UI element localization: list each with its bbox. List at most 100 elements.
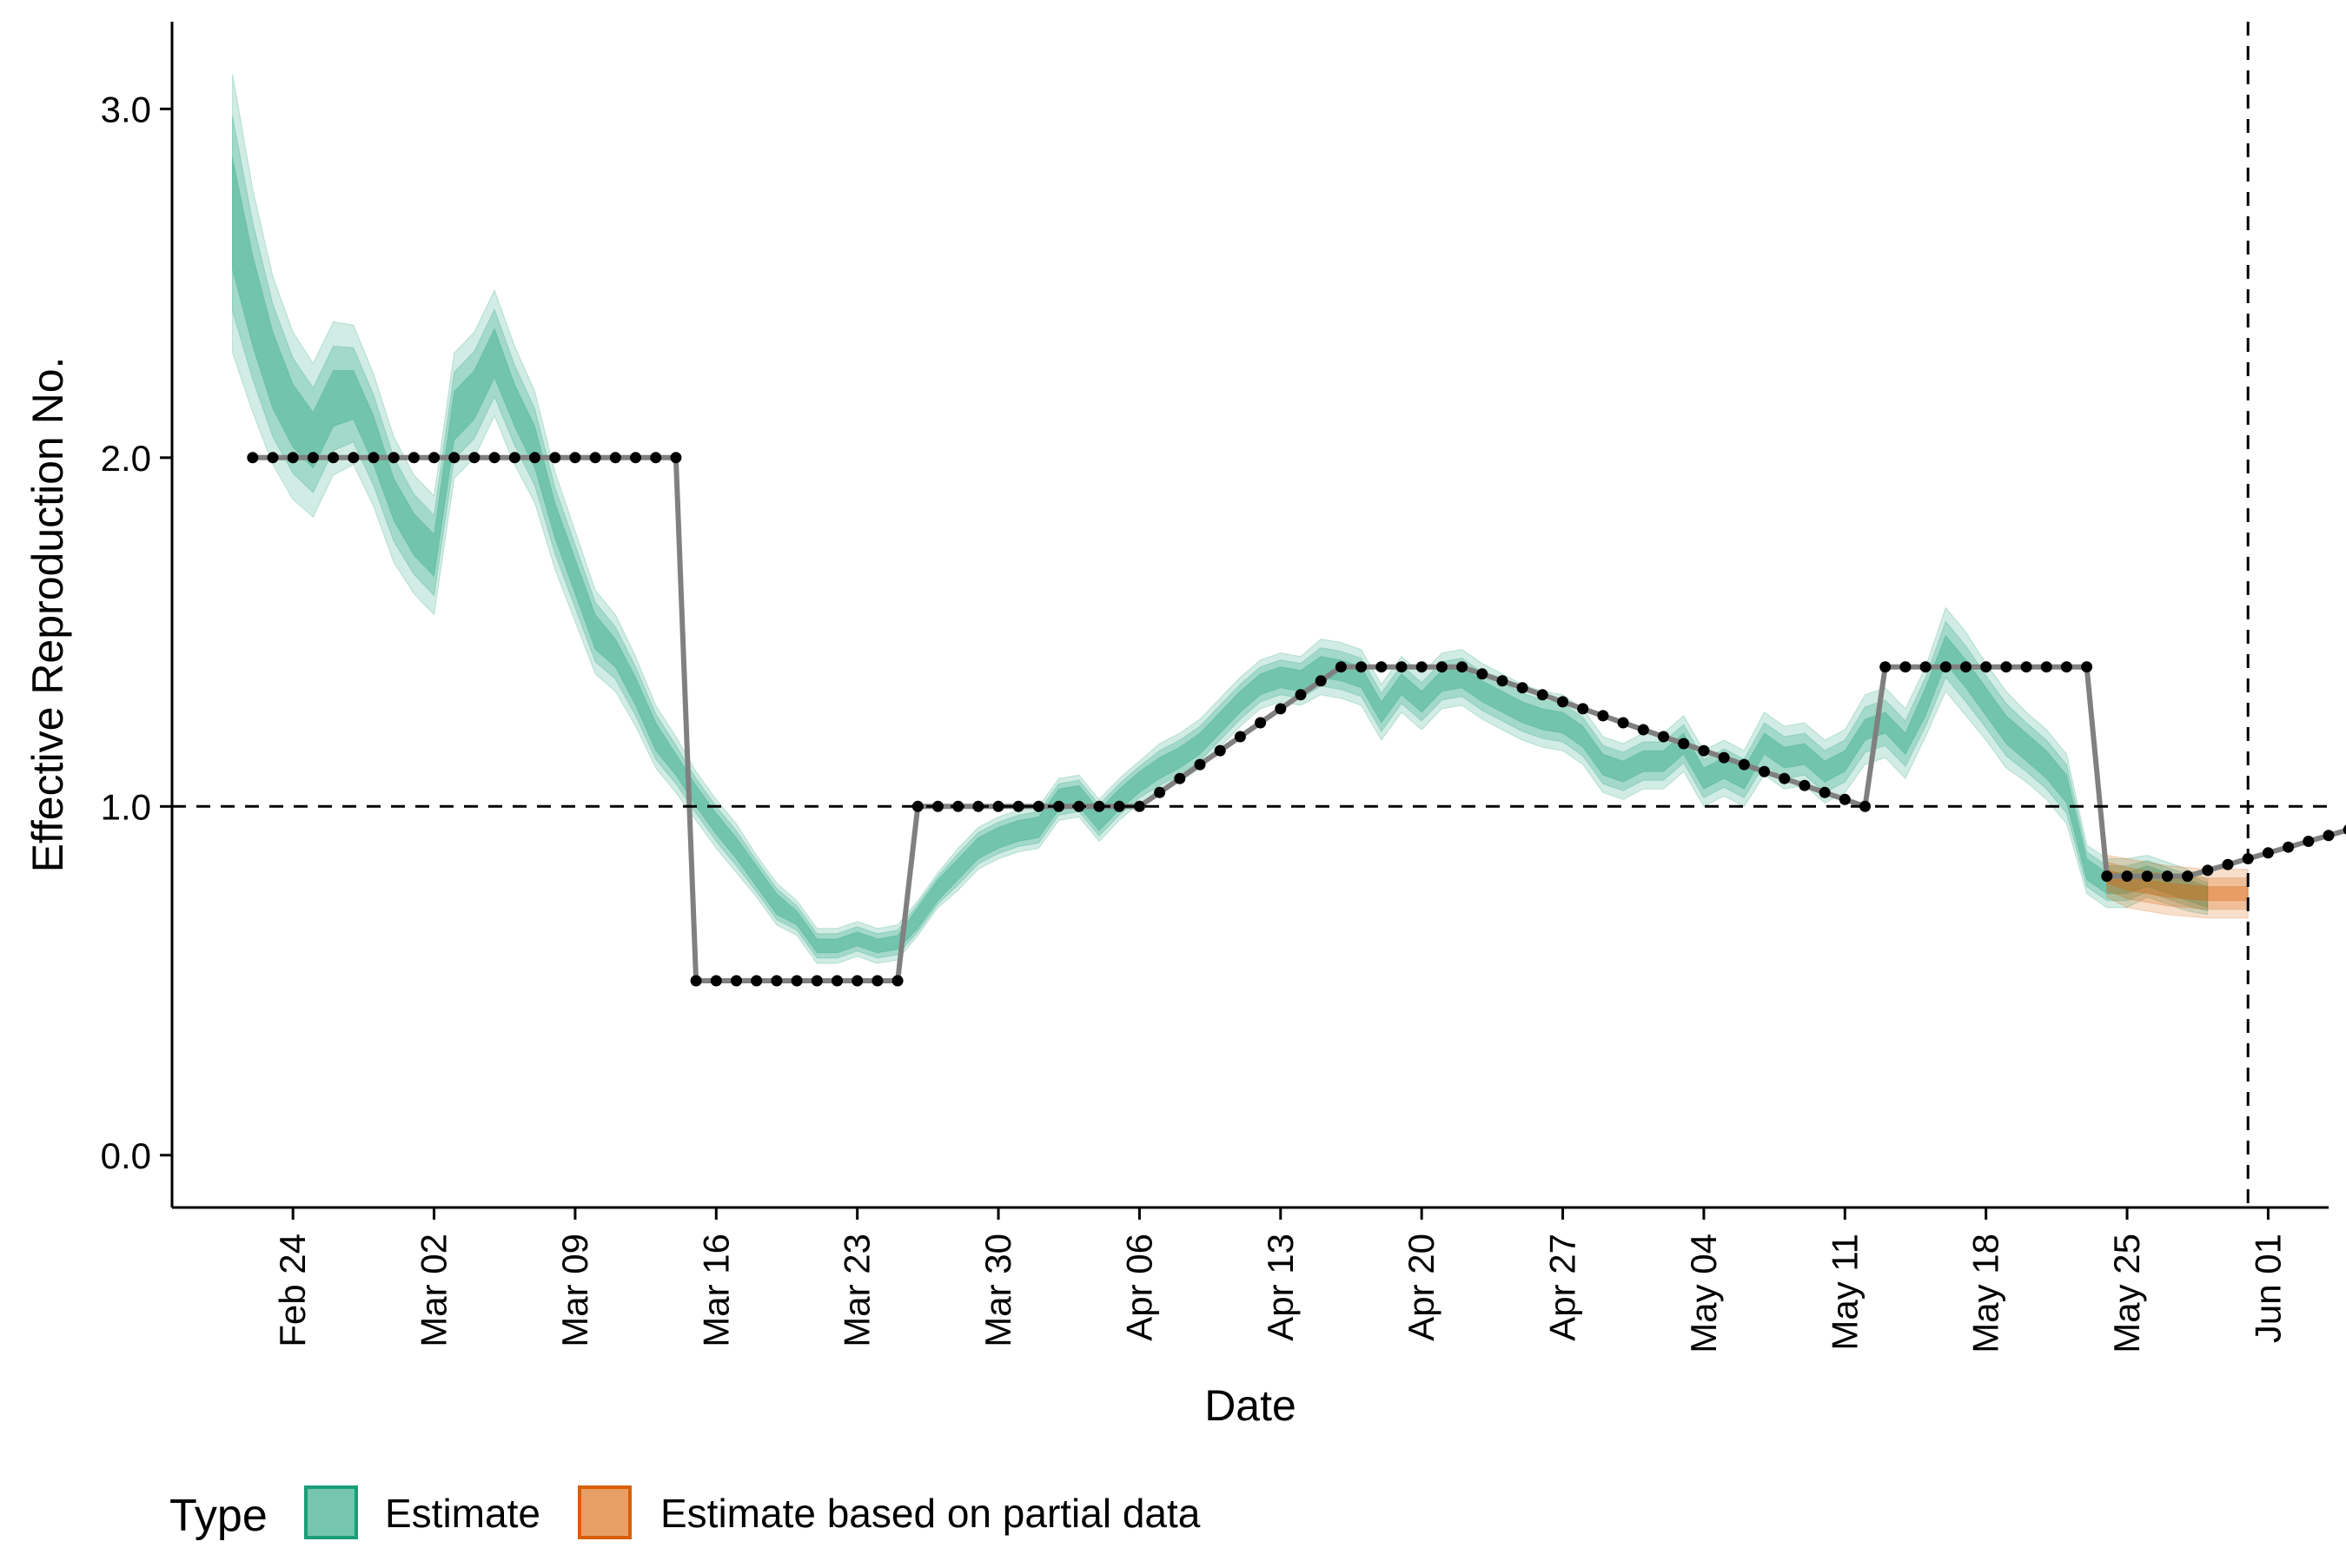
truth-point [1456, 661, 1468, 673]
truth-point [1698, 744, 1710, 757]
truth-point [1234, 731, 1246, 743]
truth-point [751, 975, 763, 987]
x-tick-label: Apr 27 [1542, 1234, 1583, 1341]
truth-point [650, 452, 662, 464]
truth-point [1899, 661, 1912, 673]
x-tick-label: May 25 [2106, 1234, 2147, 1353]
x-tick-label: Mar 30 [978, 1234, 1018, 1347]
x-tick-label: Feb 24 [272, 1234, 313, 1347]
truth-point [690, 975, 702, 987]
estimate-outer-band [232, 74, 2209, 964]
truth-point [1536, 689, 1548, 701]
truth-point [2060, 661, 2072, 673]
truth-point [589, 452, 601, 464]
truth-point [1415, 661, 1428, 673]
truth-point [1315, 675, 1327, 687]
legend-label: Estimate based on partial data [660, 1491, 1201, 1536]
truth-point [871, 975, 884, 987]
truth-point [368, 452, 380, 464]
truth-point [1819, 786, 1831, 798]
legend-key [578, 1485, 632, 1539]
truth-point [891, 975, 904, 987]
truth-point [1678, 738, 1690, 750]
truth-point [832, 975, 843, 987]
x-tick-label: May 04 [1683, 1234, 1724, 1353]
truth-point [771, 975, 783, 987]
bands-layer [232, 74, 2249, 964]
truth-point [2161, 870, 2173, 883]
x-tick-label: May 11 [1824, 1234, 1865, 1351]
truth-point [992, 800, 1004, 812]
legend-title: Type [169, 1491, 268, 1541]
truth-point [508, 452, 520, 464]
truth-point [1516, 682, 1528, 694]
truth-point [2081, 661, 2093, 673]
axes-layer: 0.0 1.0 2.0 3.0 Feb 24 Mar 02 Mar 09 Mar 16 Mar … [23, 22, 2329, 1430]
x-tick-label: Apr 06 [1118, 1234, 1159, 1341]
x-tick-label: Apr 13 [1260, 1234, 1301, 1341]
truth-point [2020, 661, 2032, 673]
truth-point [2283, 841, 2295, 853]
truth-point [1859, 800, 1871, 812]
truth-point [1174, 772, 1186, 784]
truth-point [2121, 870, 2133, 883]
truth-point [609, 452, 621, 464]
truth-point [2262, 847, 2274, 859]
truth-point [1395, 661, 1408, 673]
truth-point [2343, 824, 2346, 835]
truth-point [2182, 870, 2194, 883]
truth-point [791, 975, 803, 987]
truth-point [1476, 668, 1488, 680]
truth-point [247, 452, 259, 464]
truth-point [1879, 661, 1892, 673]
truth-point [1799, 779, 1811, 791]
truth-point [1435, 661, 1448, 673]
truth-point [408, 452, 420, 464]
truth-point [2101, 870, 2113, 883]
truth-point [1375, 661, 1388, 673]
truth-point [1939, 661, 1952, 673]
truth-point [1255, 717, 1267, 729]
estimate-mid-band [232, 116, 2209, 959]
truth-point [1577, 703, 1589, 715]
truth-point [1779, 772, 1791, 784]
x-tick-label: Mar 16 [695, 1234, 736, 1347]
truth-point [1496, 675, 1508, 687]
truth-point [1617, 717, 1629, 729]
truth-point [448, 452, 461, 464]
truth-point [811, 975, 823, 987]
y-tick-label: 0.0 [101, 1135, 151, 1176]
truth-point [1637, 724, 1649, 736]
truth-point [468, 452, 480, 464]
truth-point [1658, 731, 1669, 743]
x-tick-label: Apr 20 [1401, 1234, 1441, 1341]
y-tick-label: 1.0 [101, 786, 151, 827]
legend: Type Estimate Estimate based on partial da… [169, 1485, 1201, 1541]
y-tick-label: 2.0 [101, 438, 151, 479]
truth-point [2202, 864, 2214, 877]
legend-label: Estimate [385, 1491, 540, 1536]
truth-point [307, 452, 319, 464]
truth-point [2040, 661, 2052, 673]
truth-point [2222, 858, 2234, 870]
y-axis-title: Effective Reproduction No. [23, 357, 72, 873]
truth-point [488, 452, 500, 464]
truth-point [1597, 710, 1609, 722]
truth-point [1960, 661, 1972, 673]
truth-point [1012, 800, 1024, 812]
truth-point [630, 452, 641, 464]
truth-point [569, 452, 581, 464]
truth-point [731, 975, 742, 987]
legend-key [304, 1485, 358, 1539]
truth-point [1275, 703, 1287, 715]
truth-point [529, 452, 540, 464]
truth-point [1839, 793, 1851, 805]
truth-point [1718, 751, 1730, 764]
truth-point [1214, 744, 1226, 757]
truth-point [1113, 800, 1125, 812]
truth-point [2141, 870, 2153, 883]
x-tick-label: Jun 01 [2247, 1234, 2288, 1343]
truth-point [911, 800, 924, 812]
x-axis-title: Date [1204, 1381, 1296, 1430]
